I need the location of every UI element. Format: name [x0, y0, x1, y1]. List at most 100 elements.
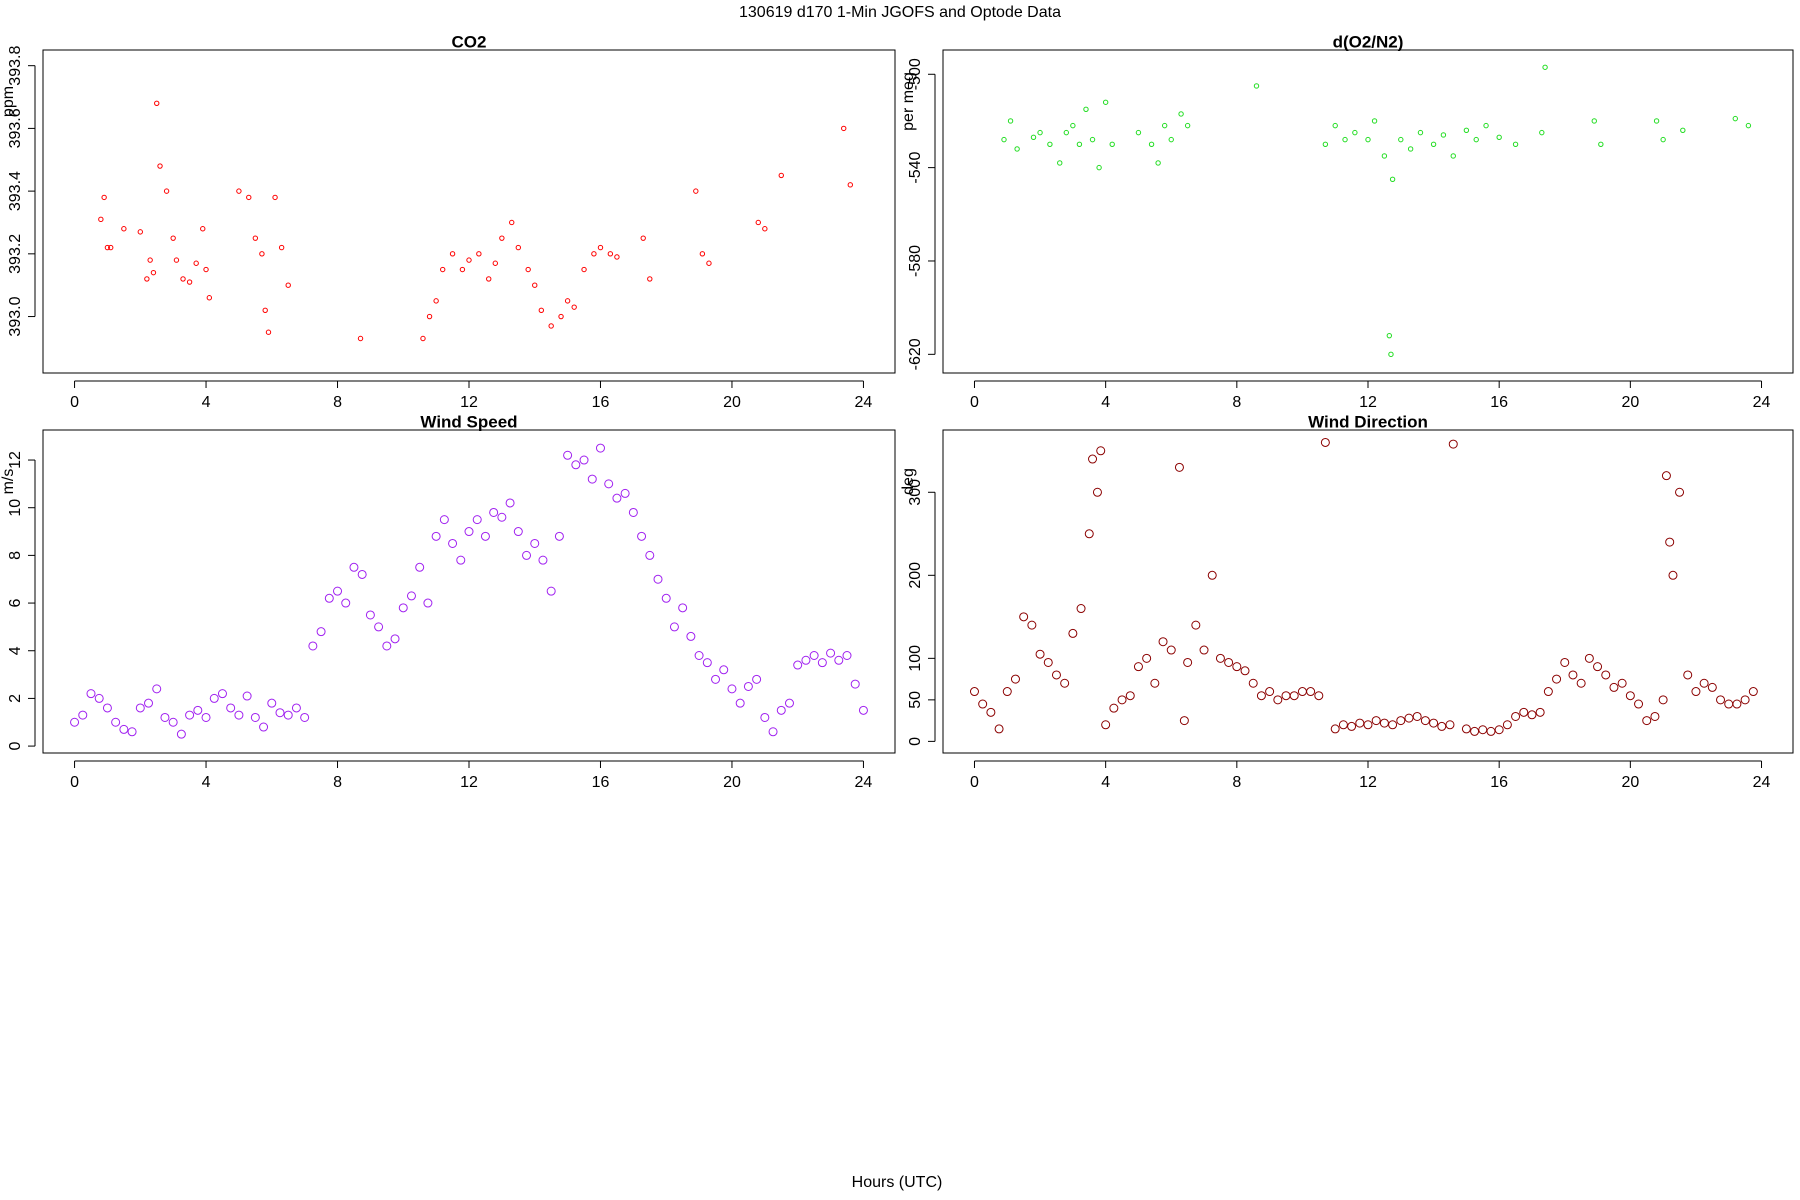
data-point	[1320, 437, 1330, 447]
data-point	[826, 648, 836, 658]
data-point	[614, 254, 620, 260]
data-point	[1007, 118, 1014, 124]
y-tick-label: 6	[7, 599, 24, 608]
data-point	[1665, 537, 1675, 547]
x-tick-label: 16	[1490, 394, 1508, 411]
data-point	[1429, 718, 1439, 728]
data-point	[1352, 129, 1358, 136]
data-point	[398, 603, 408, 613]
data-point	[1096, 446, 1106, 456]
data-point	[433, 298, 439, 304]
data-point	[530, 538, 540, 548]
data-point	[1732, 115, 1738, 122]
data-point	[382, 641, 392, 651]
data-point	[1386, 332, 1393, 339]
data-point	[986, 707, 996, 717]
data-point	[1389, 176, 1396, 182]
data-point	[415, 562, 425, 572]
data-point	[206, 295, 213, 301]
data-point	[1430, 141, 1437, 147]
data-point	[1675, 487, 1685, 497]
data-point	[1584, 653, 1594, 663]
data-point	[1076, 604, 1086, 614]
data-point	[246, 194, 252, 201]
data-point	[486, 276, 492, 282]
data-point	[94, 693, 104, 703]
x-tick-label: 0	[70, 394, 79, 411]
data-point	[480, 531, 490, 541]
data-point	[154, 100, 160, 107]
data-point	[449, 251, 456, 257]
data-point	[180, 276, 186, 282]
data-point	[272, 194, 278, 201]
y-axis-label: per meg	[900, 72, 917, 131]
data-point	[278, 244, 285, 251]
data-point	[1420, 716, 1430, 726]
x-tick-label: 12	[460, 774, 478, 791]
y-tick-label: 393.6	[7, 108, 24, 148]
data-point	[111, 717, 121, 727]
y-tick-label: 393.0	[7, 296, 24, 336]
data-point	[1450, 153, 1456, 159]
data-point	[144, 276, 150, 282]
data-point	[234, 710, 244, 720]
y-tick-label: 393.8	[7, 46, 24, 86]
data-point	[1158, 637, 1168, 647]
y-tick-label: 100	[907, 645, 924, 672]
data-point	[752, 674, 762, 684]
data-point	[1102, 99, 1109, 105]
data-point	[349, 562, 359, 572]
data-point	[1552, 674, 1562, 684]
data-point	[1539, 129, 1545, 136]
data-point	[78, 710, 88, 720]
data-point	[1634, 699, 1644, 709]
data-point	[1117, 695, 1127, 705]
y-axis-label: deg	[900, 468, 917, 495]
y-tick-label: 200	[907, 562, 924, 589]
plot-frame	[42, 49, 896, 374]
data-point	[135, 703, 145, 713]
data-point	[1135, 129, 1142, 136]
data-point	[597, 244, 604, 251]
data-point	[1063, 129, 1070, 136]
data-point	[1502, 720, 1512, 730]
data-point	[1365, 136, 1371, 143]
data-point	[1519, 707, 1529, 717]
data-point	[1178, 111, 1184, 117]
data-point	[265, 329, 272, 335]
x-tick-label: 20	[723, 394, 741, 411]
y-tick-label: -500	[907, 58, 924, 90]
data-point	[420, 335, 426, 342]
x-tick-label: 8	[1232, 774, 1241, 791]
data-point	[571, 304, 577, 310]
data-point	[1289, 691, 1299, 701]
data-point	[1650, 711, 1660, 721]
data-point	[1512, 141, 1519, 147]
data-point	[522, 550, 532, 560]
data-point	[1150, 678, 1160, 688]
data-point	[1543, 687, 1553, 697]
data-point	[201, 712, 211, 722]
data-point	[768, 727, 778, 737]
y-tick-label: 300	[907, 479, 924, 506]
data-point	[591, 251, 597, 257]
data-point	[252, 235, 259, 241]
data-point	[505, 498, 515, 508]
x-tick-label: 4	[1101, 394, 1110, 411]
data-point	[1470, 726, 1480, 736]
data-point	[525, 266, 531, 273]
x-tick-label: 16	[1490, 774, 1508, 791]
y-tick-label: 0	[907, 737, 924, 746]
data-point	[546, 586, 556, 596]
data-point	[186, 279, 193, 285]
x-tick-label: 12	[460, 394, 478, 411]
data-point	[842, 651, 852, 661]
data-point	[1437, 721, 1447, 731]
data-point	[440, 266, 446, 273]
data-point	[1273, 695, 1283, 705]
data-point	[532, 282, 538, 288]
data-point	[283, 710, 293, 720]
data-point	[104, 244, 111, 251]
